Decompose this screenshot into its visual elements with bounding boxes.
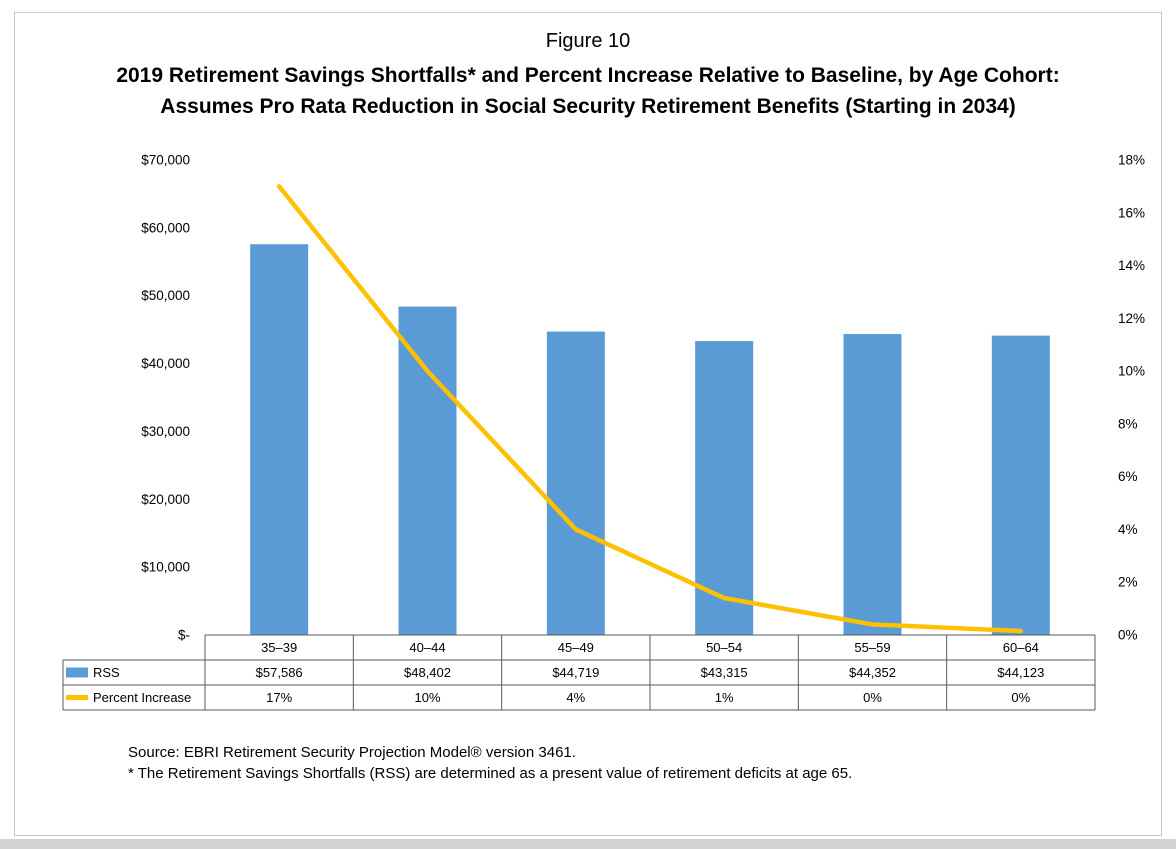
rss-value-cell: $44,719 xyxy=(552,665,599,680)
left-axis-tick-label: $- xyxy=(178,628,190,643)
right-axis-tick-label: 10% xyxy=(1118,364,1145,379)
category-cell: 50–54 xyxy=(706,640,742,655)
left-axis-tick-label: $60,000 xyxy=(141,220,190,235)
bottom-gray-strip xyxy=(0,839,1176,849)
right-axis-tick-label: 2% xyxy=(1118,575,1138,590)
right-axis-tick-label: 14% xyxy=(1118,258,1145,273)
rss-bar xyxy=(695,341,754,635)
figure-title-line2: Assumes Pro Rata Reduction in Social Sec… xyxy=(160,95,1016,118)
left-axis-tick-label: $50,000 xyxy=(141,288,190,303)
percent-legend-swatch xyxy=(66,695,88,700)
category-cell: 55–59 xyxy=(854,640,890,655)
rss-bar xyxy=(398,306,457,635)
rss-bar xyxy=(546,331,605,635)
rss-value-cell: $57,586 xyxy=(256,665,303,680)
rss-legend-label: RSS xyxy=(93,665,120,680)
right-axis-tick-label: 6% xyxy=(1118,469,1138,484)
right-axis-tick-label: 4% xyxy=(1118,522,1138,537)
right-axis-tick-label: 12% xyxy=(1118,311,1145,326)
asterisk-note: * The Retirement Savings Shortfalls (RSS… xyxy=(128,765,853,782)
rss-value-cell: $44,123 xyxy=(997,665,1044,680)
percent-value-cell: 17% xyxy=(266,690,292,705)
right-axis-tick-label: 0% xyxy=(1118,628,1138,643)
figure-header: Figure 10 2019 Retirement Savings Shortf… xyxy=(0,30,1176,122)
percent-value-cell: 1% xyxy=(715,690,734,705)
rss-bars xyxy=(250,244,1050,635)
category-cell: 35–39 xyxy=(261,640,297,655)
figure-title-line1: 2019 Retirement Savings Shortfalls* and … xyxy=(116,64,1060,87)
rss-bar xyxy=(843,334,902,635)
category-cell: 45–49 xyxy=(558,640,594,655)
rss-value-cell: $48,402 xyxy=(404,665,451,680)
category-cell: 40–44 xyxy=(409,640,445,655)
right-axis-tick-label: 16% xyxy=(1118,205,1145,220)
rss-legend-swatch xyxy=(66,667,88,678)
left-axis-tick-label: $20,000 xyxy=(141,492,190,507)
rss-bar xyxy=(250,244,309,635)
percent-value-cell: 0% xyxy=(1011,690,1030,705)
percent-increase-line xyxy=(276,184,1024,634)
right-axis-tick-label: 8% xyxy=(1118,416,1138,431)
footnotes: Source: EBRI Retirement Security Project… xyxy=(128,742,852,784)
left-axis-tick-label: $40,000 xyxy=(141,356,190,371)
percent-legend-label: Percent Increase xyxy=(93,690,191,705)
category-cell: 60–64 xyxy=(1003,640,1039,655)
left-axis-tick-label: $70,000 xyxy=(141,153,190,168)
source-note: Source: EBRI Retirement Security Project… xyxy=(128,744,576,761)
percent-value-cell: 4% xyxy=(566,690,585,705)
combo-chart: $- $10,000 $20,000 $30,000 $40,000 $50,000 $60… xyxy=(62,153,1145,711)
percent-value-cell: 0% xyxy=(863,690,882,705)
rss-bar xyxy=(991,335,1050,635)
percent-value-cell: 10% xyxy=(414,690,440,705)
left-axis-tick-label: $10,000 xyxy=(141,560,190,575)
left-axis-tick-label: $30,000 xyxy=(141,424,190,439)
rss-value-cell: $44,352 xyxy=(849,665,896,680)
right-axis-tick-label: 18% xyxy=(1118,153,1145,168)
figure-label: Figure 10 xyxy=(545,30,631,52)
rss-value-cell: $43,315 xyxy=(701,665,748,680)
chart-data-table: 35–39 40–44 45–49 50–54 55–59 60–64 $57,586 $48… xyxy=(62,634,1096,711)
